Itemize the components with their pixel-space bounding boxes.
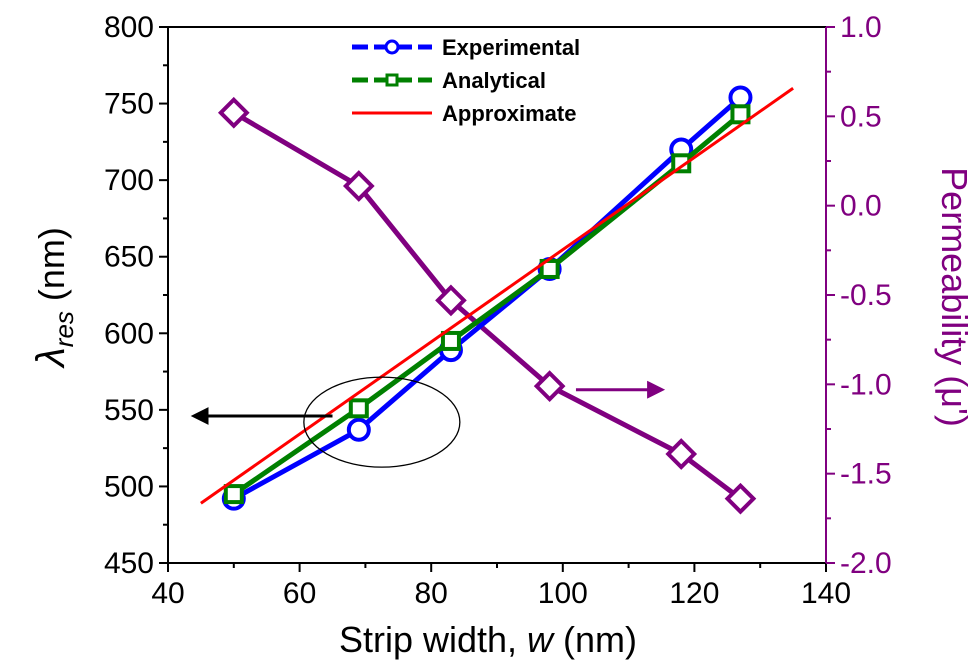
y-right-tick-label: -1.0 [840, 368, 892, 401]
y-left-tick-label: 800 [104, 11, 154, 44]
series-point [217, 96, 250, 129]
x-axis-title-var: w [527, 619, 555, 660]
legend-label: Approximate [442, 101, 576, 126]
series-permeability [217, 96, 757, 515]
x-axis-title: Strip width, w (nm) [339, 619, 637, 660]
x-tick-label: 120 [669, 577, 719, 610]
x-axis-title-main: Strip width, [339, 619, 527, 660]
x-tick-label: 40 [151, 577, 184, 610]
y-left-tick-label: 750 [104, 88, 154, 121]
y-left-axis-title-unit: (nm) [31, 227, 72, 311]
legend-entry: Analytical [352, 68, 546, 93]
legend-label: Analytical [442, 68, 546, 93]
x-tick-label: 100 [538, 577, 588, 610]
y-right-tick-label: 0.0 [840, 190, 882, 223]
series-approximate [200, 87, 794, 505]
y-right-tick-label: 0.5 [840, 100, 882, 133]
series-point [724, 482, 757, 515]
series-line [232, 95, 743, 501]
y-right-axis-title: Permeability (μ') [934, 167, 975, 427]
y-left-tick-label: 500 [104, 470, 154, 503]
y-right-tick-label: 1.0 [840, 11, 882, 44]
series-point [342, 170, 375, 202]
y-left-tick-label: 650 [104, 241, 154, 274]
y-right-tick-label: -1.5 [840, 458, 892, 491]
series-point [539, 258, 560, 279]
x-tick-label: 60 [283, 577, 316, 610]
y-left-axis-title-symbol: λ [29, 347, 73, 369]
axes-layer: 40 60 80 100 120 140 450 500 550 600 650 700 750 800 -… [104, 11, 892, 610]
series-point [435, 284, 467, 317]
legend: Experimental Analytical Approximate [352, 35, 580, 126]
series-analytical [223, 104, 751, 505]
annotations [190, 376, 666, 468]
legend-swatch-marker [384, 39, 400, 55]
series-line [200, 87, 794, 505]
x-axis-title-unit: (nm) [553, 619, 637, 660]
legend-label: Experimental [442, 35, 580, 60]
y-right-tick-label: -2.0 [840, 547, 892, 580]
y-left-axis-title-sub: res [49, 311, 79, 347]
y-left-tick-label: 450 [104, 547, 154, 580]
y-right-tick-label: -0.5 [840, 279, 892, 312]
y-left-tick-label: 550 [104, 394, 154, 427]
y-left-tick-label: 600 [104, 317, 154, 350]
series-point [665, 438, 698, 470]
series-point [533, 370, 566, 402]
legend-entry: Experimental [352, 35, 580, 60]
annotation-ellipse [303, 376, 461, 468]
series-point [348, 398, 369, 419]
y-left-axis-title: λres (nm) [29, 227, 79, 369]
x-tick-label: 140 [801, 577, 851, 610]
series-point [730, 104, 751, 125]
series-point [346, 417, 371, 442]
series-point [671, 153, 692, 174]
series-line [232, 110, 742, 501]
series-layer [200, 85, 794, 515]
x-tick-label: 80 [415, 577, 448, 610]
legend-swatch-marker [385, 73, 399, 87]
series-point [440, 330, 461, 351]
series-point [223, 484, 244, 505]
legend-entry: Approximate [352, 101, 576, 126]
y-left-tick-label: 700 [104, 164, 154, 197]
